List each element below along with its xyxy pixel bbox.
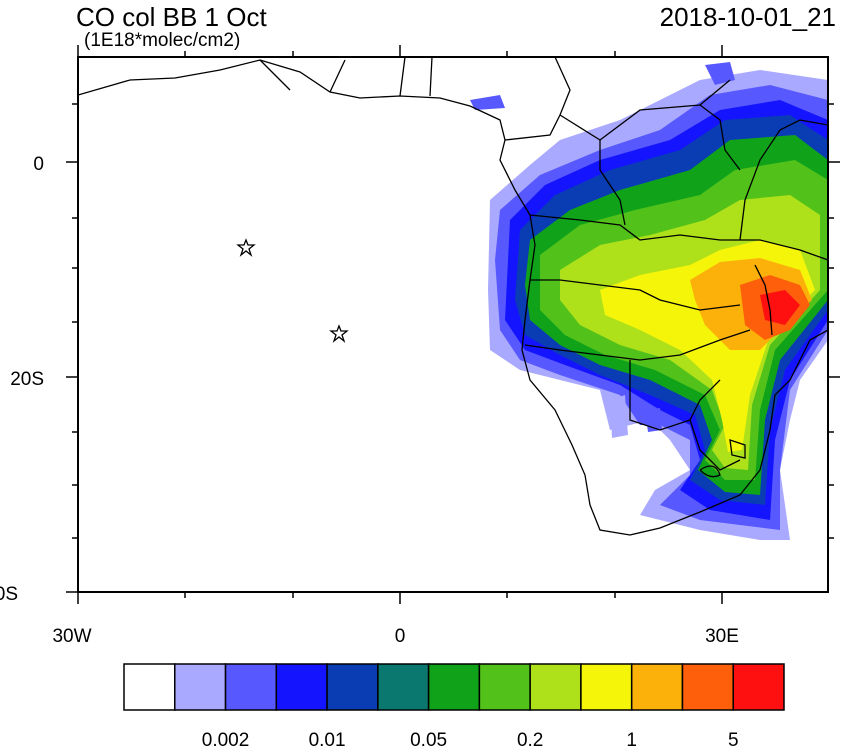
coastlines	[78, 57, 828, 536]
colorbar-label: 0.05	[410, 730, 447, 747]
axis-ticks	[66, 45, 840, 604]
lon-label-0: 0	[395, 626, 406, 647]
map-timestamp: 2018-10-01_21	[660, 2, 836, 32]
colorbar-label: 1	[626, 730, 637, 747]
star-marker	[236, 238, 256, 257]
lon-label-30e: 30E	[705, 626, 739, 647]
lat-label-0: 0	[33, 154, 44, 175]
map-frame	[77, 56, 829, 593]
colorbar-swatch	[123, 663, 176, 711]
star-marker	[329, 324, 349, 343]
map-area	[78, 57, 828, 592]
colorbar: 0.002 0.01 0.05 0.2 1 5	[123, 663, 785, 747]
colorbar-swatch	[275, 663, 328, 711]
colorbar-label: 0.2	[517, 730, 543, 747]
colorbar-swatch	[681, 663, 734, 711]
colorbar-swatch	[732, 663, 785, 711]
colorbar-label: 5	[728, 730, 739, 747]
colorbar-swatch	[377, 663, 430, 711]
colorbar-swatch	[478, 663, 531, 711]
map-title: CO col BB 1 Oct	[76, 2, 267, 32]
co-plume	[470, 62, 828, 540]
colorbar-swatch	[427, 663, 481, 711]
lon-label-30w: 30W	[52, 626, 91, 647]
colorbar-swatch	[529, 663, 582, 711]
colorbar-label: 0.002	[202, 730, 250, 747]
colorbar-swatch	[174, 663, 227, 711]
colorbar-swatch	[580, 663, 633, 711]
island-markers	[236, 238, 349, 343]
colorbar-swatch	[224, 663, 278, 711]
colorbar-swatch	[630, 663, 684, 711]
colorbar-swatch	[326, 663, 379, 711]
lat-label-20s: 20S	[10, 369, 44, 390]
map-units: (1E18*molec/cm2)	[84, 30, 240, 51]
colorbar-label: 0.01	[309, 730, 346, 747]
lat-label-40s: 40S	[0, 584, 18, 605]
